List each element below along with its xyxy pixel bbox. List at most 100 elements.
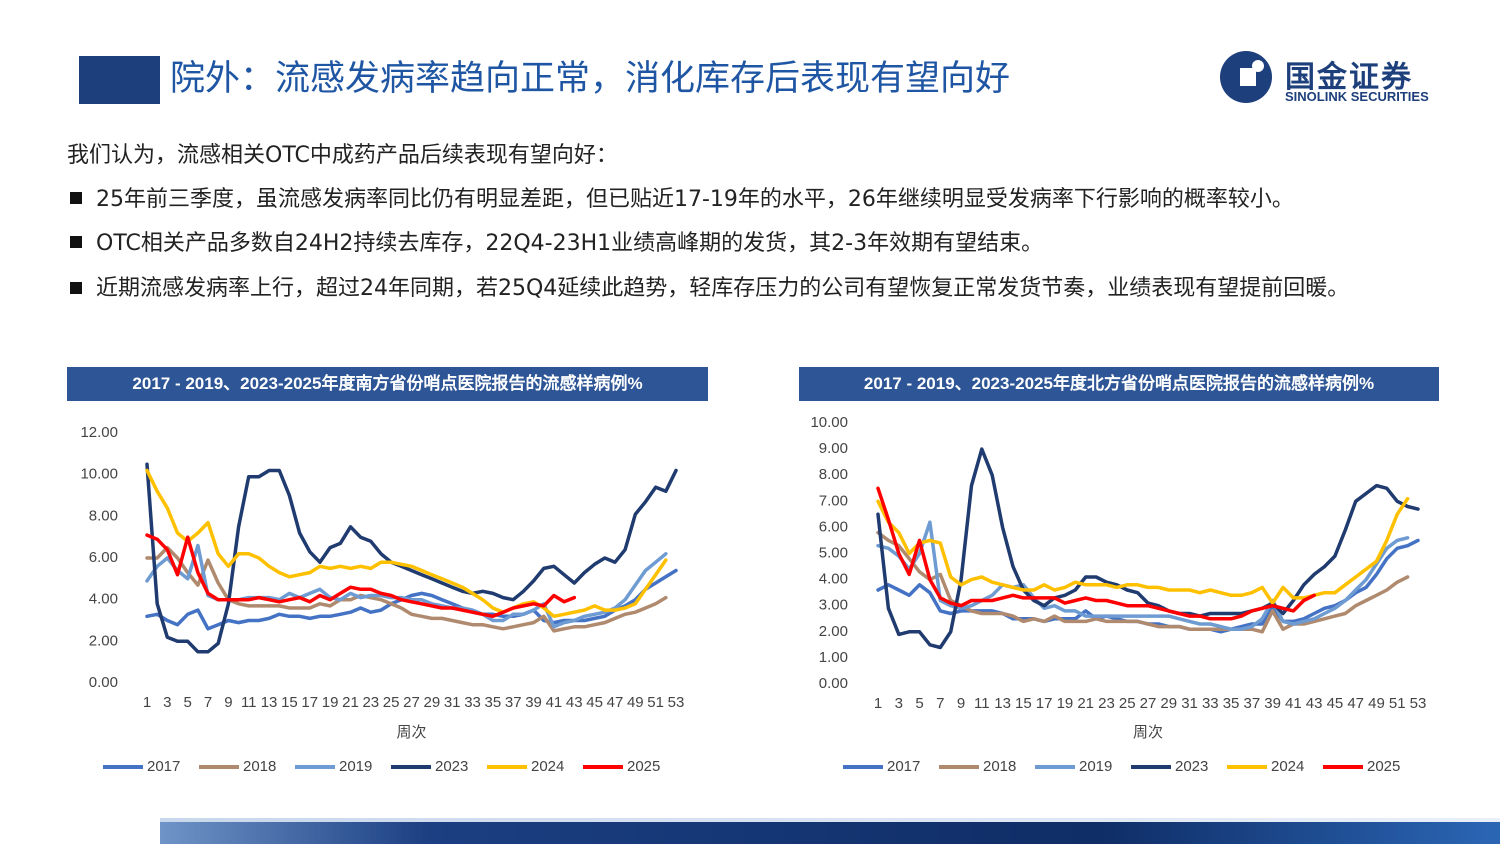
footer-band [160,822,1500,844]
x-tick-label: 33 [1202,695,1219,712]
x-tick-label: 9 [224,694,232,711]
legend-label: 2025 [627,758,660,775]
x-tick-label: 39 [525,694,542,711]
x-tick-label: 53 [1410,695,1427,712]
footer-band [160,818,1500,822]
x-tick-label: 23 [1098,695,1115,712]
y-tick-label: 10.00 [810,414,848,431]
y-tick-label: 4.00 [819,571,848,588]
x-tick-label: 51 [647,694,664,711]
x-tick-label: 45 [1327,695,1344,712]
x-tick-label: 11 [974,695,990,712]
series-line [145,533,577,619]
series-line [876,496,1410,605]
logo-text: 国金证券 [1285,60,1413,95]
header-box [79,56,160,104]
y-tick-label: 6.00 [89,549,118,566]
x-tick-label: 47 [607,694,624,711]
x-tick-label: 15 [1015,695,1032,712]
x-tick-label: 7 [204,694,212,711]
y-tick-label: 6.00 [819,518,848,535]
chart: 0.00 1.00 2.00 3.00 4.00 5.00 6.00 7.00 8.00 9.00… [810,414,1427,775]
y-tick-label: 7.00 [819,492,848,509]
x-tick-label: 9 [957,695,965,712]
x-tick-label: 49 [1368,695,1385,712]
legend-label: 2018 [983,758,1016,775]
series-line [876,447,1420,650]
x-tick-label: 35 [485,694,502,711]
legend-label: 2024 [531,758,564,775]
y-tick-label: 0.00 [819,675,848,692]
logo-mark [1220,51,1272,103]
x-tick-label: 37 [1244,695,1261,712]
x-tick-label: 31 [1181,695,1198,712]
x-tick-label: 25 [1119,695,1136,712]
legend-label: 2024 [1271,758,1304,775]
x-tick-label: 39 [1264,695,1281,712]
x-tick-label: 17 [1036,695,1053,712]
legend-label: 2023 [1175,758,1208,775]
legend-label: 2019 [1079,758,1112,775]
legend-label: 2023 [435,758,468,775]
y-tick-label: 2.00 [89,632,118,649]
y-tick-label: 10.00 [80,466,118,483]
y-tick-label: 12.00 [80,424,118,441]
series-line [876,486,1316,621]
y-tick-label: 1.00 [819,649,848,666]
bullet-marker [70,192,82,204]
bullet-marker [70,282,82,294]
x-tick-label: 33 [464,694,481,711]
x-tick-label: 5 [184,694,192,711]
x-tick-label: 43 [1306,695,1323,712]
x-tick-label: 29 [1160,695,1177,712]
series-line [145,468,668,619]
x-tick-label: 7 [936,695,944,712]
legend-label: 2018 [243,758,276,775]
x-tick-label: 31 [444,694,461,711]
x-tick-label: 23 [362,694,379,711]
y-tick-label: 9.00 [819,440,848,457]
x-tick-label: 17 [301,694,318,711]
y-tick-label: 2.00 [819,623,848,640]
logo-subtext: SINOLINK SECURITIES [1285,89,1429,104]
x-tick-label: 41 [546,694,563,711]
x-tick-label: 53 [668,694,685,711]
x-tick-label: 27 [403,694,420,711]
x-tick-label: 15 [281,694,298,711]
y-tick-label: 0.00 [89,674,118,691]
x-tick-label: 45 [586,694,603,711]
x-tick-label: 11 [241,694,257,711]
x-tick-label: 25 [383,694,400,711]
x-tick-label: 43 [566,694,583,711]
series-line [145,545,668,633]
x-tick-label: 27 [1140,695,1157,712]
x-tick-label: 37 [505,694,522,711]
x-tick-label: 19 [322,694,339,711]
legend-label: 2025 [1367,758,1400,775]
x-tick-label: 35 [1223,695,1240,712]
legend-label: 2017 [887,758,920,775]
bullet-text: OTC相关产品多数自24H2持续去库存，22Q4-23H1业绩高峰期的发货，其2… [96,231,1044,256]
x-tick-label: 1 [874,695,882,712]
y-tick-label: 5.00 [819,544,848,561]
x-tick-label: 13 [261,694,278,711]
x-tick-label: 49 [627,694,644,711]
x-tick-label: 21 [342,694,359,711]
x-tick-label: 41 [1285,695,1302,712]
x-tick-label: 5 [915,695,923,712]
bullet-text: 25年前三季度，虽流感发病率同比仍有明显差距，但已贴近17-19年的水平，26年… [96,187,1294,212]
bullet-text: 近期流感发病率上行，超过24年同期，若25Q4延续此趋势，轻库存压力的公司有望恢… [96,276,1350,301]
y-tick-label: 3.00 [819,597,848,614]
chart-title: 2017 - 2019、2023-2025年度南方省份哨点医院报告的流感样病例% [67,367,708,401]
slide-title: 院外：流感发病率趋向正常，消化库存后表现有望向好 [170,59,1011,99]
x-tick-label: 13 [994,695,1011,712]
x-tick-label: 19 [1057,695,1074,712]
bullet-marker [70,236,82,248]
series-line [145,462,678,654]
legend-label: 2017 [147,758,180,775]
x-tick-label: 1 [143,694,151,711]
x-tick-label: 29 [424,694,441,711]
